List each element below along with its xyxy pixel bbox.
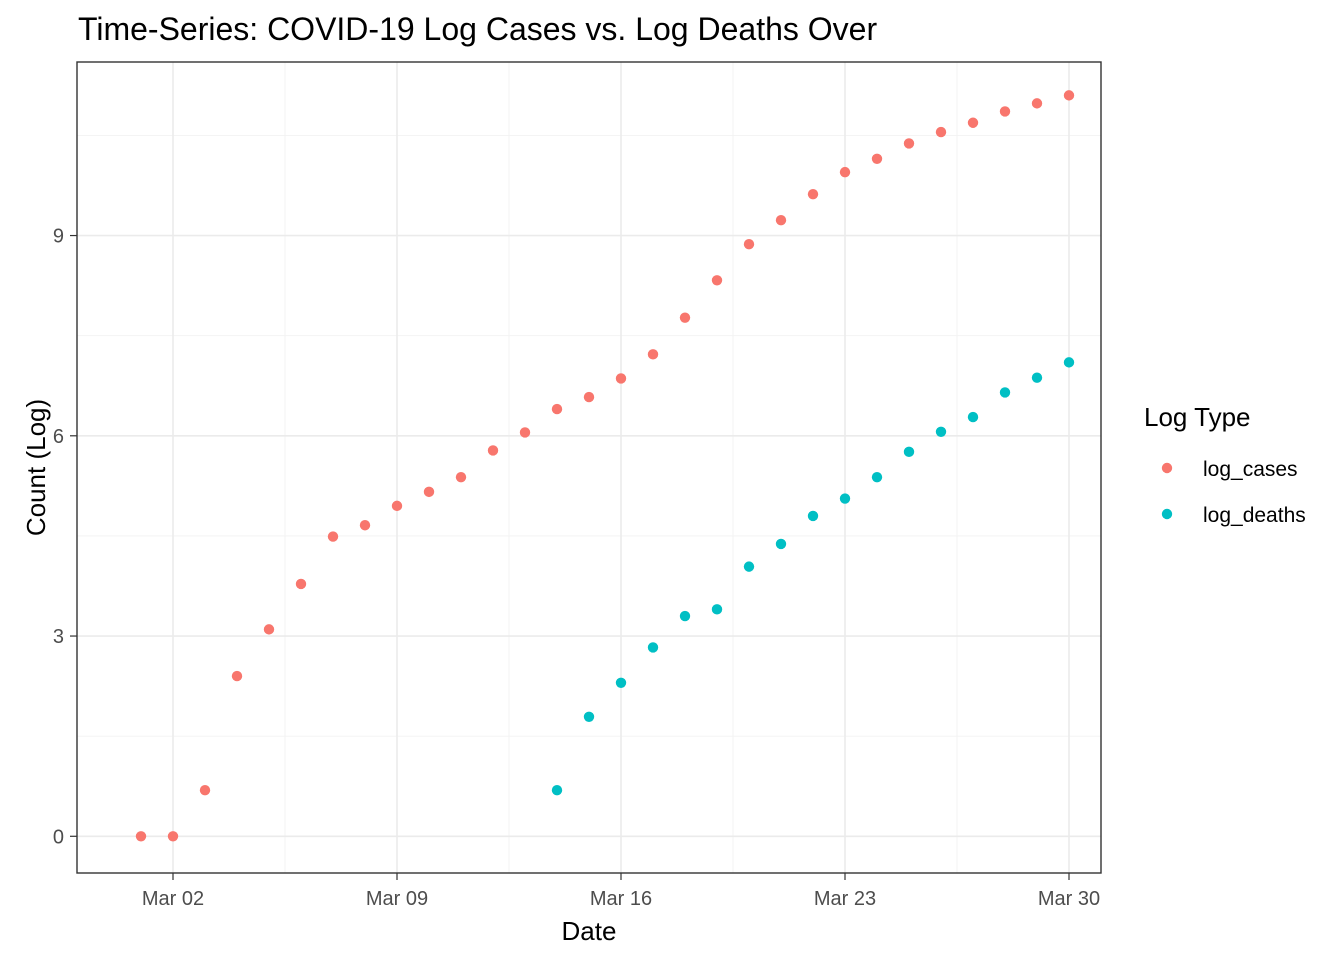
legend-key [1161, 508, 1173, 520]
data-point [423, 486, 435, 498]
data-point [391, 500, 403, 512]
data-point [583, 711, 595, 723]
y-tick-label: 6 [53, 426, 64, 448]
data-point [967, 117, 979, 128]
data-point [775, 214, 787, 226]
data-point [903, 138, 915, 149]
series-log-cases [135, 90, 1075, 842]
data-point [711, 604, 723, 615]
data-point [1063, 90, 1075, 101]
axis-layer: Mar 02 Mar 09 Mar 16 Mar 23 Mar 30 0 3 6 9 [53, 226, 1100, 910]
data-point [935, 426, 947, 437]
data-point [199, 785, 211, 796]
data-point [551, 785, 563, 796]
x-tick-label: Mar 30 [1038, 888, 1100, 910]
data-point [295, 578, 307, 590]
data-point [519, 427, 531, 438]
panel-border [76, 61, 1102, 874]
data-point [231, 670, 243, 682]
data-point [615, 373, 627, 384]
data-point [807, 510, 819, 522]
legend-label: log_cases [1203, 458, 1298, 481]
data-point [999, 106, 1011, 117]
data-point [551, 403, 563, 415]
data-point [711, 275, 723, 286]
x-tick-label: Mar 23 [814, 888, 876, 910]
data-point [839, 493, 851, 504]
x-tick-label: Mar 16 [590, 888, 652, 910]
data-point [839, 166, 851, 178]
x-tick-label: Mar 02 [142, 888, 204, 910]
data-point [679, 610, 691, 622]
data-point [743, 561, 755, 572]
data-point [1063, 357, 1075, 368]
data-point [935, 126, 947, 138]
y-tick-label: 9 [53, 226, 64, 248]
chart-title: Time-Series: COVID-19 Log Cases vs. Log … [78, 11, 877, 47]
data-point [327, 531, 339, 542]
data-point [135, 831, 147, 842]
grid-layer [77, 62, 1101, 873]
data-point [647, 642, 659, 653]
data-point [679, 312, 691, 323]
legend-items: log_cases log_deaths [1161, 458, 1306, 527]
data-point [455, 471, 467, 483]
y-tick-label: 3 [53, 626, 64, 648]
data-point [359, 520, 371, 531]
data-point [615, 677, 627, 688]
data-point [263, 624, 275, 635]
legend-key [1161, 462, 1173, 474]
data-point [743, 239, 755, 250]
legend-label: log_deaths [1203, 504, 1306, 527]
data-point [647, 349, 659, 360]
data-point [967, 411, 979, 423]
legend: Log Type log_cases log_deaths [1144, 402, 1306, 527]
data-point [167, 831, 179, 842]
legend-title: Log Type [1144, 402, 1251, 432]
y-tick-label: 0 [53, 826, 64, 848]
data-point [1031, 98, 1043, 109]
data-point [903, 446, 915, 458]
data-point [807, 188, 819, 200]
series-log-deaths [551, 357, 1075, 796]
data-point [775, 538, 787, 550]
data-point [583, 391, 595, 403]
x-tick-label: Mar 09 [366, 888, 428, 910]
data-point [871, 471, 883, 483]
y-axis-title: Count (Log) [21, 399, 51, 536]
points-layer [135, 90, 1075, 842]
data-point [1031, 372, 1043, 383]
data-point [487, 445, 499, 456]
x-axis-title: Date [562, 916, 617, 946]
data-point [999, 387, 1011, 398]
data-point [871, 153, 883, 164]
